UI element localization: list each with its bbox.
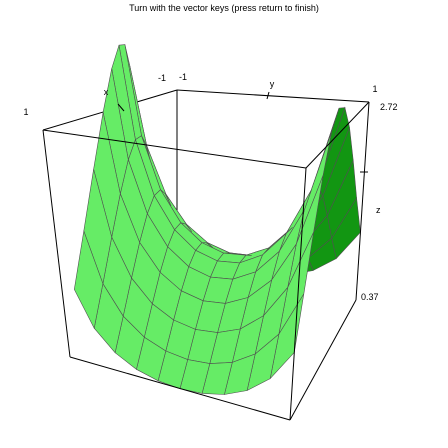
box-edge bbox=[305, 101, 370, 169]
box-edge bbox=[69, 356, 291, 421]
box-edge bbox=[355, 101, 370, 301]
y-tick-label-max: 1 bbox=[372, 84, 377, 94]
bounding-box-front bbox=[42, 101, 370, 421]
x-tick bbox=[117, 103, 125, 112]
surface bbox=[73, 44, 361, 395]
z-tick-label-min: 0.37 bbox=[361, 292, 379, 302]
x-axis-label: x bbox=[104, 87, 109, 97]
z-axis-label: z bbox=[376, 205, 381, 215]
x-tick-label-min: -1 bbox=[158, 73, 166, 83]
plot-title: Turn with the vector keys (press return … bbox=[129, 3, 319, 13]
y-tick-label-min: -1 bbox=[179, 72, 187, 82]
box-edge bbox=[289, 167, 307, 421]
box-edge bbox=[42, 129, 71, 358]
box-edge bbox=[42, 129, 307, 169]
surface-patch bbox=[73, 229, 104, 330]
z-tick-label-max: 2.72 bbox=[380, 102, 398, 112]
box-edge bbox=[176, 89, 370, 103]
tick-marks bbox=[117, 91, 368, 173]
y-tick bbox=[266, 91, 270, 100]
y-axis-label: y bbox=[270, 79, 275, 89]
box-edge bbox=[289, 299, 357, 421]
x-tick-label-max: 1 bbox=[23, 107, 28, 117]
